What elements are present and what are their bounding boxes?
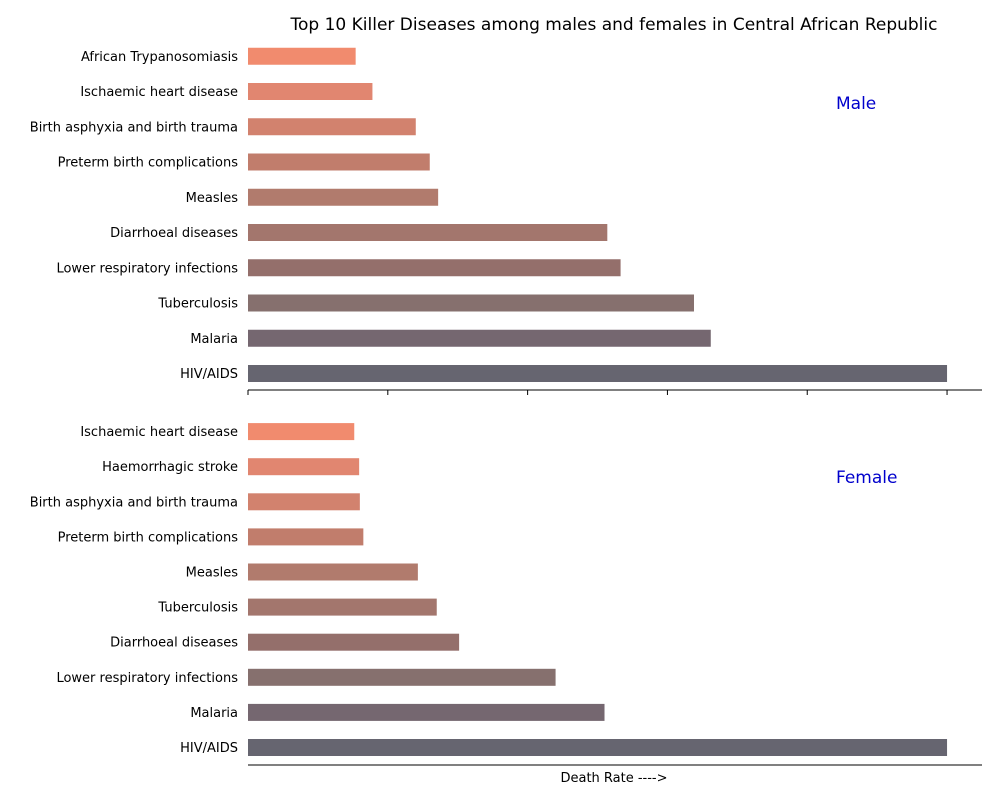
bar-female [248,633,460,651]
panel-male: HIV/AIDS Malaria Tuberculosis Lower respira… [30,47,982,395]
chart-title: Top 10 Killer Diseases among males and f… [290,15,938,35]
bar-male [248,294,694,312]
category-label: Preterm birth complications [58,530,239,545]
bar-male [248,329,711,347]
bar-male [248,47,356,65]
category-label: Lower respiratory infections [56,261,238,276]
category-label: Birth asphyxia and birth trauma [30,120,238,135]
panel-female: HIV/AIDS Malaria Lower respiratory infecti… [30,423,982,766]
category-label: Measles [186,566,239,581]
bar-female [248,528,364,546]
category-label: Ischaemic heart disease [80,85,238,100]
chart-panels: HIV/AIDS Malaria Tuberculosis Lower respira… [30,47,982,766]
category-label: African Trypanosomiasis [81,50,238,65]
category-label: Ischaemic heart disease [80,425,238,440]
category-label: Tuberculosis [157,297,238,312]
bar-female [248,563,418,581]
panel-label-female: Female [836,468,897,488]
category-label: Haemorrhagic stroke [102,460,238,475]
bar-female [248,458,360,476]
category-label: Birth asphyxia and birth trauma [30,495,238,510]
category-label: Tuberculosis [157,601,238,616]
bar-female [248,668,556,686]
bar-male [248,259,621,277]
category-label: HIV/AIDS [180,741,238,756]
bar-male [248,118,416,136]
category-label: Measles [186,191,239,206]
bar-female [248,598,437,616]
bar-female [248,493,360,511]
category-label: HIV/AIDS [180,367,238,382]
bar-male [248,365,948,382]
x-axis-label: Death Rate ----> [560,771,667,786]
bar-male [248,188,439,206]
category-label: Malaria [190,332,238,347]
category-label: Malaria [190,706,238,721]
bar-female [248,703,605,721]
bar-male [248,224,608,241]
category-label: Lower respiratory infections [56,671,238,686]
bar-female [248,423,355,441]
panel-label-male: Male [836,94,876,114]
category-label: Preterm birth complications [58,156,239,171]
bar-female [248,739,948,756]
bar-male [248,153,430,171]
bar-male [248,83,373,100]
category-label: Diarrhoeal diseases [110,636,238,651]
category-label: Diarrhoeal diseases [110,226,238,241]
